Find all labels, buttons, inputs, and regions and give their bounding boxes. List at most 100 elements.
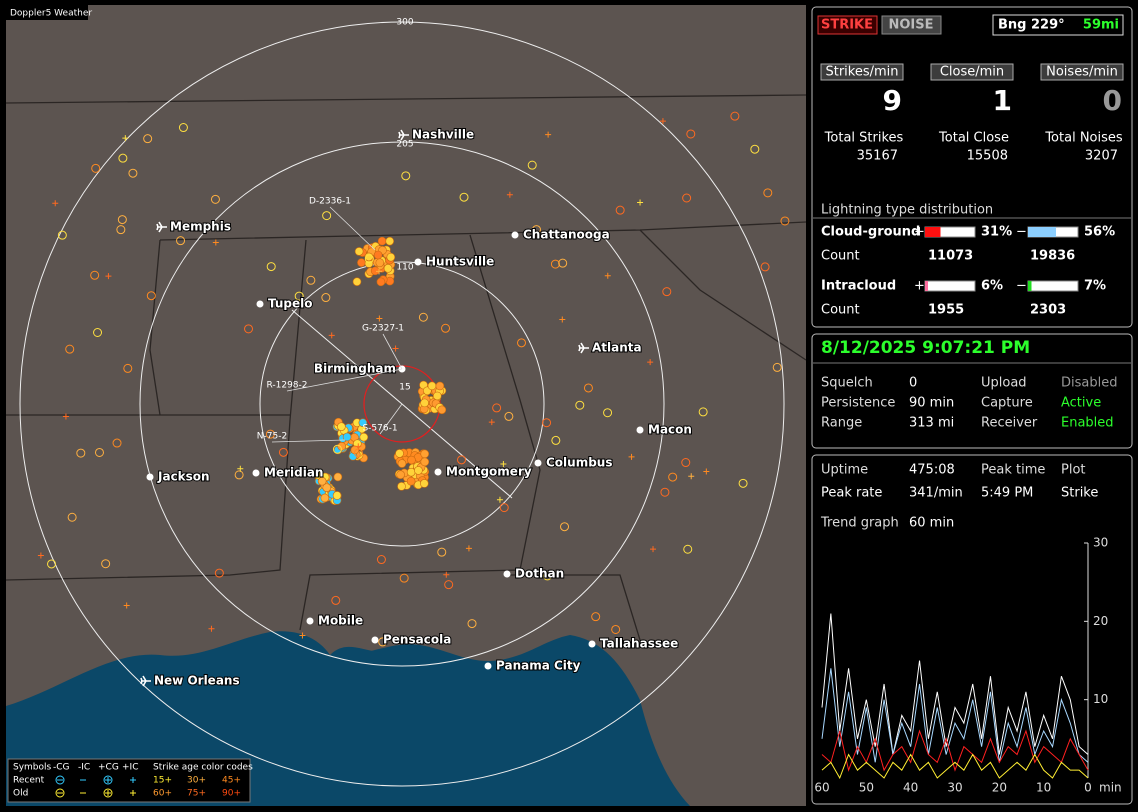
strike	[668, 472, 678, 482]
rate-label[interactable]: Noises/min	[1046, 65, 1118, 80]
city-dot	[256, 300, 264, 308]
stat: Strike	[1061, 486, 1098, 501]
strike	[763, 188, 773, 198]
city-dot	[511, 231, 519, 239]
strikes	[37, 111, 790, 647]
dist-bar	[1028, 281, 1032, 291]
strike	[359, 432, 369, 442]
strike	[352, 277, 362, 286]
city-dot	[371, 636, 379, 644]
strike-button[interactable]	[817, 15, 878, 35]
setting: Active	[1061, 396, 1101, 411]
strike	[333, 472, 343, 482]
city-label: Pensacola	[383, 633, 451, 647]
minus-sign: −	[1016, 225, 1027, 240]
strike	[542, 571, 552, 581]
airport-icon	[140, 675, 151, 687]
strike	[385, 236, 395, 246]
x-tick-label: 40	[903, 781, 918, 795]
strike	[730, 111, 740, 121]
city-label: Memphis	[170, 220, 231, 234]
strike	[237, 465, 244, 472]
setting: 0	[909, 376, 917, 391]
panel	[811, 6, 1133, 328]
strike	[418, 312, 428, 322]
state-borders	[6, 94, 806, 641]
airport-icon	[578, 342, 589, 354]
trend-line	[821, 668, 1089, 763]
strike	[128, 168, 138, 178]
strike	[780, 216, 790, 226]
strike	[420, 479, 429, 488]
strike	[214, 568, 224, 578]
stat: Plot	[1061, 463, 1086, 478]
strike	[244, 324, 254, 334]
strike	[435, 381, 445, 391]
y-tick-label: 30	[1093, 536, 1108, 550]
setting: 90 min	[909, 396, 954, 411]
strike	[90, 270, 100, 280]
city-dot	[588, 640, 596, 648]
count-label: Count	[821, 303, 860, 318]
strike	[93, 327, 103, 337]
minus-sign: −	[1016, 279, 1027, 294]
x-tick-label: 50	[859, 781, 874, 795]
total-value: 35167	[857, 149, 898, 164]
dist-pct: 56%	[1084, 225, 1115, 240]
strike	[178, 123, 188, 133]
strike	[437, 405, 447, 415]
rate-button[interactable]	[930, 63, 1014, 81]
city-label: Chattanooga	[523, 228, 610, 242]
dist-pct: 7%	[1084, 279, 1106, 294]
ring-label: 110	[396, 263, 413, 273]
strike	[467, 619, 477, 629]
strike	[504, 411, 514, 421]
trend-graph: 10 20 30 60 50 40 30 20 10 0 min	[814, 536, 1121, 795]
setting: Persistence	[821, 396, 895, 411]
strike	[376, 277, 386, 287]
strike-button-label[interactable]: STRIKE	[821, 18, 873, 33]
strike	[496, 496, 503, 503]
strike	[604, 272, 611, 279]
trend-window: 60 min	[909, 516, 954, 531]
strike	[750, 144, 760, 154]
strike	[492, 403, 502, 413]
setting: Capture	[981, 396, 1033, 411]
count-value: 1955	[928, 303, 964, 318]
strike	[500, 460, 507, 467]
trend-line	[821, 613, 1089, 755]
city-label: Dothan	[515, 567, 564, 581]
strike	[208, 625, 215, 632]
ring-label: 205	[396, 140, 413, 150]
age-code: 45+	[222, 776, 241, 786]
stat: 341/min	[909, 486, 963, 501]
strike	[105, 273, 112, 280]
noise-button-label[interactable]: NOISE	[888, 18, 933, 33]
strike	[397, 459, 407, 468]
station-label: R-1298-2	[266, 381, 307, 391]
panel	[811, 454, 1133, 805]
strike	[603, 408, 613, 418]
bay	[330, 646, 380, 661]
setting: 313 mi	[909, 416, 954, 431]
rate-button[interactable]	[820, 63, 904, 81]
map-legend: Symbols -CG -IC +CG +IC Strike age color…	[7, 758, 253, 803]
strike	[331, 595, 341, 605]
trend-line	[821, 753, 1089, 780]
x-tick-label: 20	[992, 781, 1007, 795]
city-label: Tallahassee	[600, 637, 678, 651]
noise-button[interactable]	[881, 15, 942, 35]
age-code: 30+	[187, 776, 206, 786]
rate-button[interactable]	[1040, 63, 1124, 81]
trend-label: Trend graph	[820, 516, 899, 531]
city-dot	[484, 662, 492, 670]
stat: Uptime	[821, 463, 868, 478]
stat: Peak rate	[821, 486, 882, 501]
rate-label[interactable]: Strikes/min	[825, 65, 898, 80]
strike	[406, 467, 416, 477]
strike	[628, 453, 635, 460]
strike	[575, 400, 585, 410]
rate-label[interactable]: Close/min	[940, 65, 1004, 80]
strike	[420, 398, 429, 408]
city-label: Mobile	[318, 614, 363, 628]
